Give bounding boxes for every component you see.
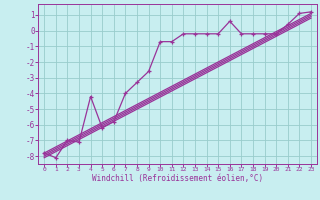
X-axis label: Windchill (Refroidissement éolien,°C): Windchill (Refroidissement éolien,°C) bbox=[92, 174, 263, 183]
